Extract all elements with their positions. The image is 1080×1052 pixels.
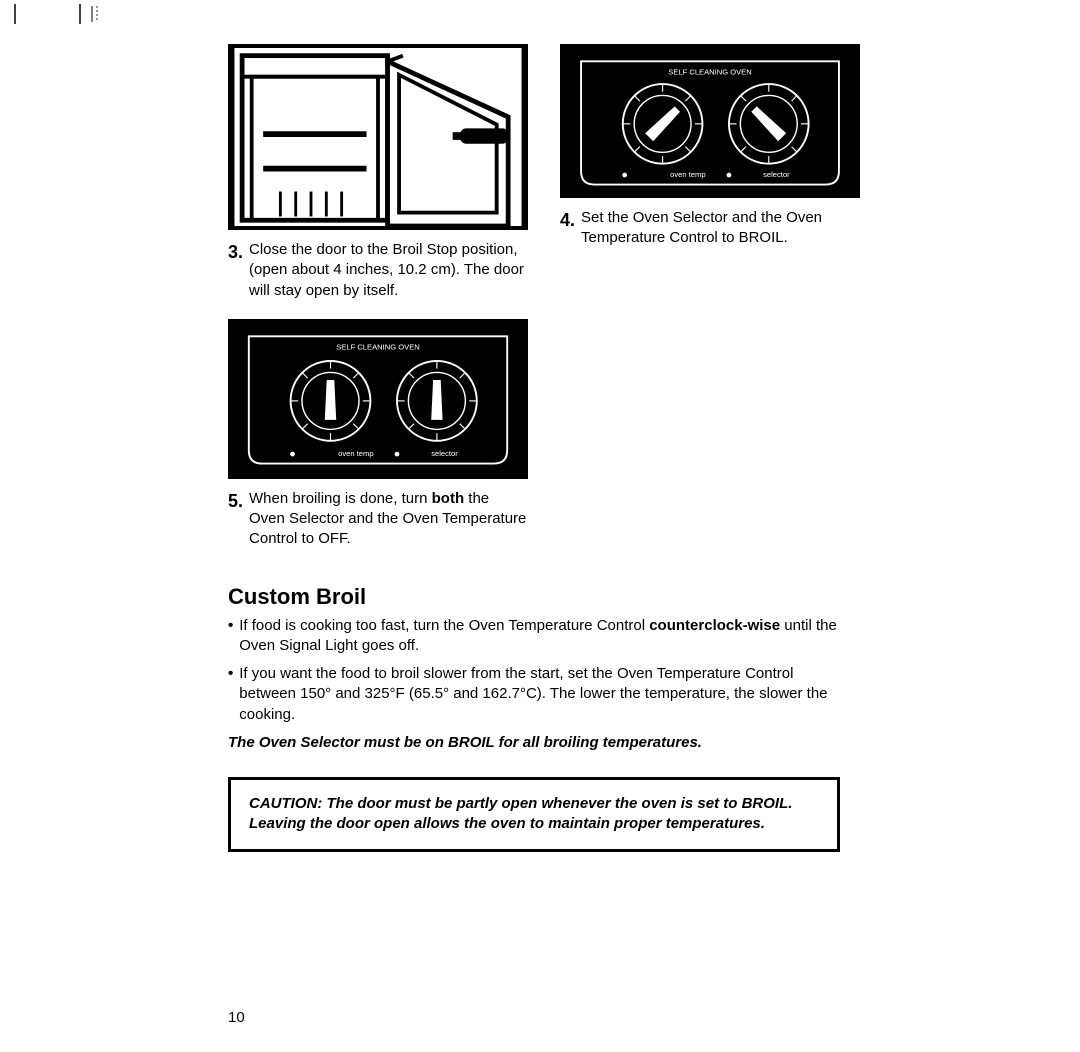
- step-3-column: 3. Close the door to the Broil Stop posi…: [228, 44, 528, 301]
- broil-selector-note: The Oven Selector must be on BROIL for a…: [228, 733, 840, 753]
- step-4-column: SELF CLEANING OVEN: [560, 44, 860, 249]
- step-5-text: When broiling is done, turn both the Ove…: [249, 489, 528, 550]
- figure-row-1: 3. Close the door to the Broil Stop posi…: [228, 44, 840, 301]
- svg-text:selector: selector: [763, 170, 790, 179]
- step-4-number: 4.: [560, 208, 575, 232]
- svg-text:selector: selector: [431, 449, 458, 458]
- step-5-column: SELF CLEANING OVEN: [228, 319, 528, 550]
- svg-text:oven temp: oven temp: [670, 170, 705, 179]
- svg-text:SELF CLEANING OVEN: SELF CLEANING OVEN: [336, 342, 420, 351]
- step-5-caption: 5. When broiling is done, turn both the …: [228, 489, 528, 550]
- svg-text:oven temp: oven temp: [338, 449, 373, 458]
- oven-temp-dial: [623, 84, 703, 164]
- custom-broil-bullets: If food is cooking too fast, turn the Ov…: [228, 616, 840, 725]
- figure-row-2: SELF CLEANING OVEN: [228, 319, 840, 550]
- step-4-caption: 4. Set the Oven Selector and the Oven Te…: [560, 208, 860, 249]
- oven-selector-dial: [729, 84, 809, 164]
- panel-label-text: SELF CLEANING OVEN: [668, 68, 751, 77]
- step-3-caption: 3. Close the door to the Broil Stop posi…: [228, 240, 528, 301]
- step-5-number: 5.: [228, 489, 243, 513]
- step-4-text: Set the Oven Selector and the Oven Tempe…: [581, 208, 860, 249]
- bullet-1: If food is cooking too fast, turn the Ov…: [228, 616, 840, 657]
- caution-text: CAUTION: The door must be partly open wh…: [249, 794, 819, 835]
- step-3-text: Close the door to the Broil Stop positio…: [249, 240, 528, 301]
- figure-control-dials-5: SELF CLEANING OVEN: [228, 319, 528, 479]
- figure-control-dials-4: SELF CLEANING OVEN: [560, 44, 860, 198]
- edge-registration-marks: [0, 0, 120, 30]
- bullet-2: If you want the food to broil slower fro…: [228, 664, 840, 725]
- page-number: 10: [228, 1009, 245, 1026]
- step-3-number: 3.: [228, 240, 243, 264]
- figure-oven-door: [228, 44, 528, 230]
- section-title: Custom Broil: [228, 584, 840, 610]
- caution-box: CAUTION: The door must be partly open wh…: [228, 777, 840, 852]
